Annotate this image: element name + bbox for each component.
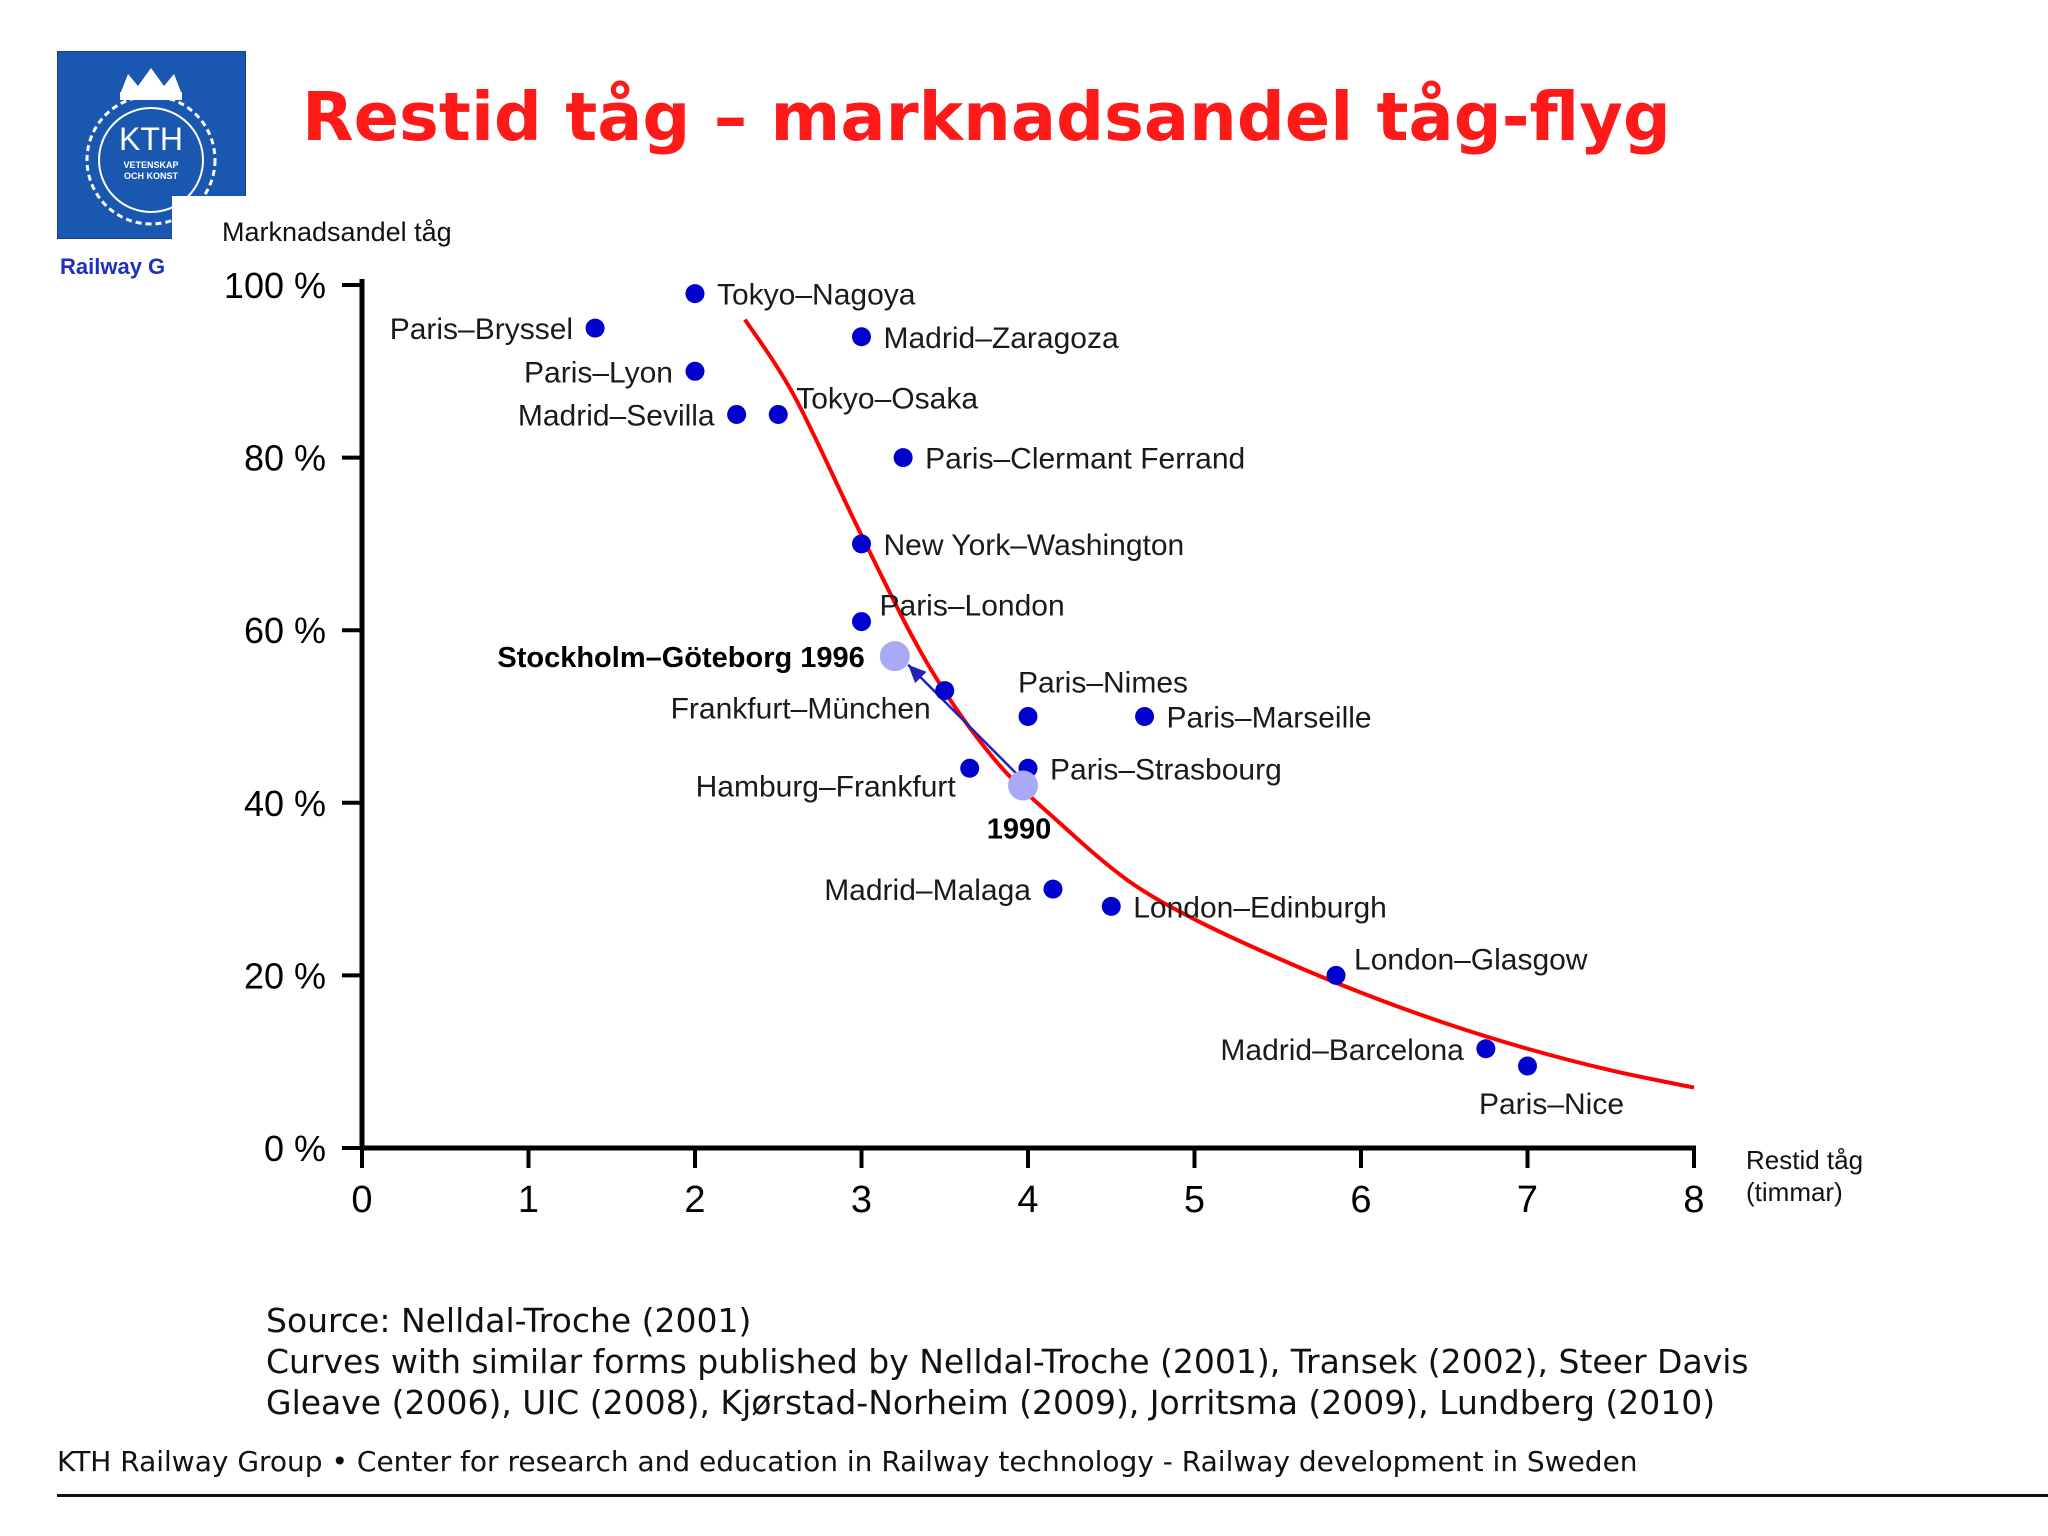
x-axis-title-line1: Restid tåg — [1746, 1145, 1863, 1175]
source-line-1: Source: Nelldal-Troche (2001) — [266, 1301, 752, 1340]
point-label: London–Glasgow — [1354, 943, 1588, 976]
data-point — [1476, 1039, 1496, 1059]
x-tick-label: 0 — [351, 1179, 372, 1221]
data-point — [960, 758, 980, 778]
x-tick-label: 4 — [1017, 1179, 1038, 1221]
data-point — [1326, 965, 1346, 985]
y-tick-label: 20 % — [244, 955, 326, 996]
x-tick-label: 7 — [1517, 1179, 1538, 1221]
data-point — [935, 681, 955, 701]
data-point — [685, 361, 705, 381]
point-label: Tokyo–Osaka — [796, 382, 978, 415]
point-label: Paris–Nimes — [1018, 667, 1188, 700]
point-label: Paris–Nice — [1479, 1088, 1624, 1121]
point-label: Paris–Marseille — [1167, 702, 1372, 735]
point-label: Tokyo–Nagoya — [717, 279, 916, 312]
x-tick-label: 1 — [518, 1179, 539, 1221]
x-axis-title-line2: (timmar) — [1746, 1177, 1843, 1207]
data-point — [1018, 707, 1038, 726]
page-title: Restid tåg – marknadsandel tåg-flyg — [302, 78, 1671, 156]
y-tick-label: 40 % — [244, 783, 326, 824]
data-point — [1135, 707, 1155, 726]
axes: 0 1 2 3 4 5 6 7 80 %20 %40 %60 %80 %100 %Marknad… — [222, 217, 1863, 1221]
y-tick-label: 100 % — [224, 265, 326, 306]
scatter-chart: 0 1 2 3 4 5 6 7 80 %20 %40 %60 %80 %100 %Marknad… — [222, 217, 1863, 1221]
y-tick-label: 80 % — [244, 438, 326, 479]
footer-divider — [57, 1494, 2048, 1497]
kth-crest-icon: KTH VETENSKAP OCH KONST — [85, 68, 217, 226]
point-label: Paris–London — [880, 590, 1065, 623]
x-tick-label: 8 — [1683, 1179, 1704, 1221]
data-point — [1043, 879, 1063, 899]
data-point — [1518, 1056, 1537, 1076]
data-point — [585, 318, 605, 338]
logo-sub1: VETENSKAP — [123, 160, 178, 170]
data-point — [852, 327, 871, 347]
highlight-label: 1990 — [987, 814, 1052, 846]
labels-layer: Tokyo–Nagoya Paris–Bryssel Madrid–Zaragoza… — [390, 279, 1624, 1121]
x-tick-label: 6 — [1350, 1179, 1371, 1221]
point-label: Frankfurt–München — [671, 693, 931, 726]
point-label: Madrid–Zaragoza — [884, 322, 1119, 355]
logo-text: KTH — [119, 121, 183, 157]
point-label: Hamburg–Frankfurt — [696, 770, 957, 803]
data-point — [852, 612, 871, 632]
y-tick-label: 0 % — [264, 1128, 326, 1169]
logo-sub2: OCH KONST — [124, 171, 179, 181]
points-layer — [585, 284, 1537, 1076]
data-point — [727, 404, 747, 424]
point-label: London–Edinburgh — [1133, 891, 1387, 924]
point-label: New York–Washington — [884, 529, 1185, 562]
data-point — [768, 404, 788, 424]
footer: KTH Railway Group • Center for research … — [57, 1445, 1638, 1478]
highlight-point — [879, 641, 910, 672]
point-label: Madrid–Barcelona — [1220, 1034, 1464, 1067]
point-label: Paris–Lyon — [524, 356, 673, 389]
point-label: Madrid–Sevilla — [518, 399, 715, 432]
point-label: Paris–Clermant Ferrand — [925, 443, 1245, 476]
footer-text: Center for research and education in Rai… — [356, 1445, 1638, 1478]
footer-bullet: • — [331, 1445, 348, 1478]
data-point — [1101, 896, 1121, 916]
data-point — [852, 534, 871, 554]
highlight-label: Stockholm–Göteborg 1996 — [497, 642, 864, 674]
x-tick-label: 5 — [1184, 1179, 1205, 1221]
point-label: Paris–Strasbourg — [1050, 753, 1282, 786]
data-point — [685, 284, 705, 304]
arrow-shaft — [907, 663, 1021, 778]
x-tick-label: 3 — [851, 1179, 872, 1221]
source-line-3: Gleave (2006), UIC (2008), Kjørstad-Norh… — [266, 1383, 1716, 1422]
y-axis-title: Marknadsandel tåg — [222, 217, 452, 247]
point-label: Paris–Bryssel — [390, 313, 573, 346]
source-note: Source: Nelldal-Troche (2001) Curves wit… — [266, 1300, 1866, 1423]
logo-tag: Railway G — [60, 254, 166, 279]
highlight-point — [1008, 770, 1039, 801]
data-point — [893, 448, 913, 468]
arrow-head — [908, 664, 927, 684]
footer-group: KTH Railway Group — [57, 1445, 323, 1478]
y-tick-label: 60 % — [244, 610, 326, 651]
x-tick-label: 2 — [684, 1179, 705, 1221]
point-label: Madrid–Malaga — [824, 874, 1031, 907]
source-line-2: Curves with similar forms published by N… — [266, 1342, 1749, 1381]
kth-logo: KTH VETENSKAP OCH KONST — [57, 51, 246, 239]
